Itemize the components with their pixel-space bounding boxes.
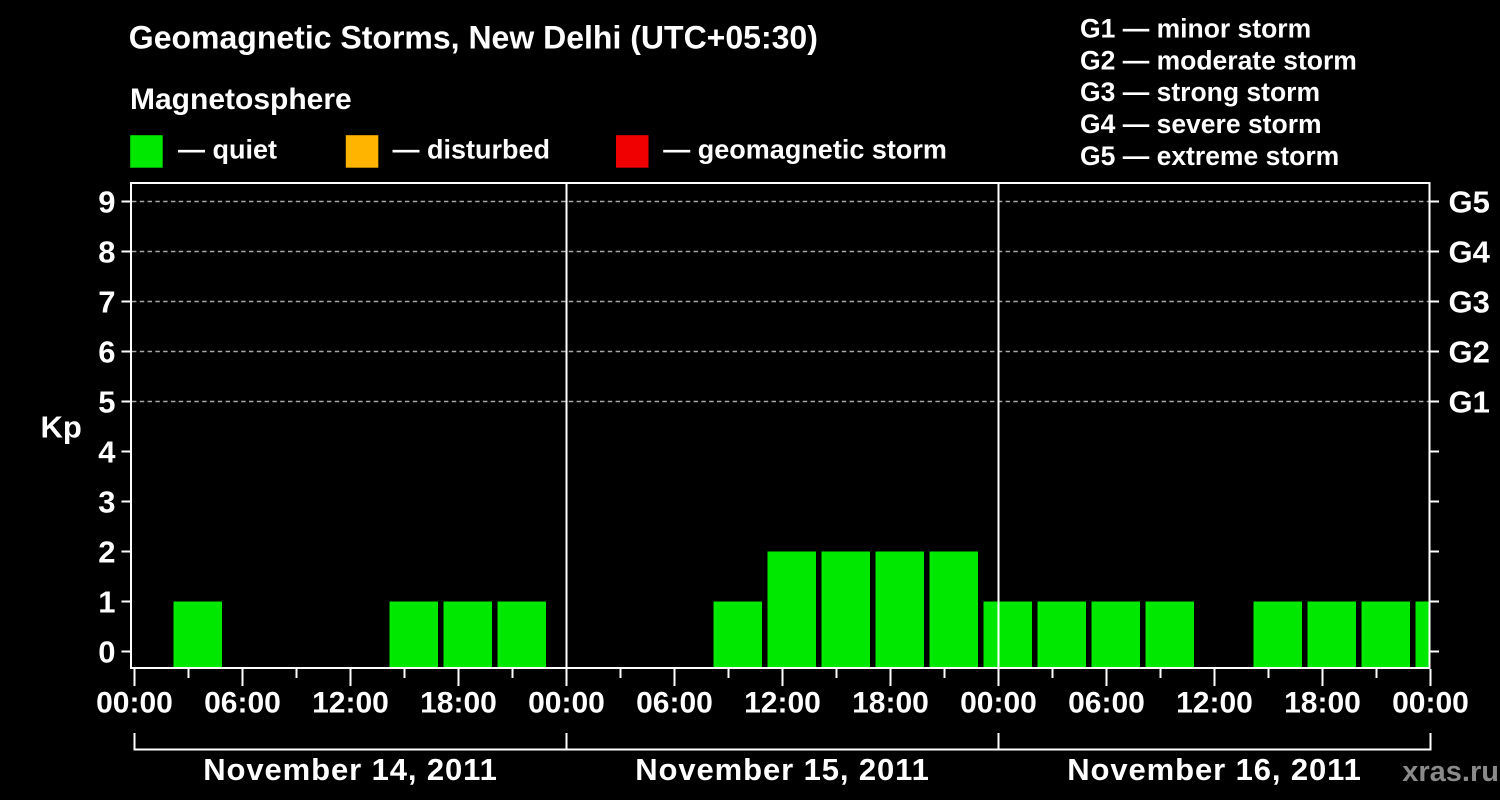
svg-text:— disturbed: — disturbed — [393, 135, 551, 165]
svg-text:00:00: 00:00 — [960, 687, 1037, 720]
svg-text:G4 — severe storm: G4 — severe storm — [1080, 109, 1322, 139]
svg-text:Magnetosphere: Magnetosphere — [130, 83, 352, 116]
svg-text:November 15, 2011: November 15, 2011 — [635, 752, 929, 787]
svg-text:12:00: 12:00 — [744, 687, 821, 720]
svg-text:G3 — strong storm: G3 — strong storm — [1080, 77, 1320, 107]
svg-text:12:00: 12:00 — [312, 687, 389, 720]
svg-text:00:00: 00:00 — [96, 687, 173, 720]
svg-text:Geomagnetic Storms, New Delhi: Geomagnetic Storms, New Delhi (UTC+05:30… — [129, 20, 818, 56]
svg-text:— quiet: — quiet — [178, 135, 277, 165]
svg-text:1: 1 — [98, 585, 115, 620]
svg-text:18:00: 18:00 — [1284, 687, 1361, 720]
svg-text:18:00: 18:00 — [852, 687, 929, 720]
svg-text:00:00: 00:00 — [1392, 687, 1469, 720]
svg-text:G5 — extreme storm: G5 — extreme storm — [1080, 141, 1339, 171]
svg-text:2: 2 — [98, 535, 115, 570]
svg-text:G2 — moderate storm: G2 — moderate storm — [1080, 45, 1357, 75]
svg-text:3: 3 — [98, 485, 115, 520]
svg-text:0: 0 — [98, 635, 115, 670]
svg-text:November 14, 2011: November 14, 2011 — [203, 752, 497, 787]
svg-text:xras.ru: xras.ru — [1402, 756, 1499, 788]
svg-text:00:00: 00:00 — [528, 687, 605, 720]
svg-text:G3: G3 — [1449, 285, 1490, 320]
svg-text:06:00: 06:00 — [204, 687, 281, 720]
svg-text:G1: G1 — [1449, 385, 1490, 420]
svg-text:— geomagnetic storm: — geomagnetic storm — [663, 135, 947, 165]
svg-text:November 16, 2011: November 16, 2011 — [1067, 752, 1361, 787]
svg-text:4: 4 — [98, 435, 116, 470]
svg-text:9: 9 — [98, 185, 115, 220]
svg-text:18:00: 18:00 — [420, 687, 497, 720]
svg-text:06:00: 06:00 — [1068, 687, 1145, 720]
svg-text:G4: G4 — [1449, 235, 1491, 270]
svg-text:12:00: 12:00 — [1176, 687, 1253, 720]
svg-text:G5: G5 — [1449, 185, 1490, 220]
svg-text:Kp: Kp — [41, 410, 82, 445]
svg-text:6: 6 — [98, 335, 115, 370]
svg-text:7: 7 — [98, 285, 115, 320]
svg-text:06:00: 06:00 — [636, 687, 713, 720]
svg-text:G1 — minor storm: G1 — minor storm — [1080, 13, 1311, 43]
svg-text:5: 5 — [98, 385, 115, 420]
svg-text:8: 8 — [98, 235, 115, 270]
svg-text:G2: G2 — [1449, 335, 1490, 370]
